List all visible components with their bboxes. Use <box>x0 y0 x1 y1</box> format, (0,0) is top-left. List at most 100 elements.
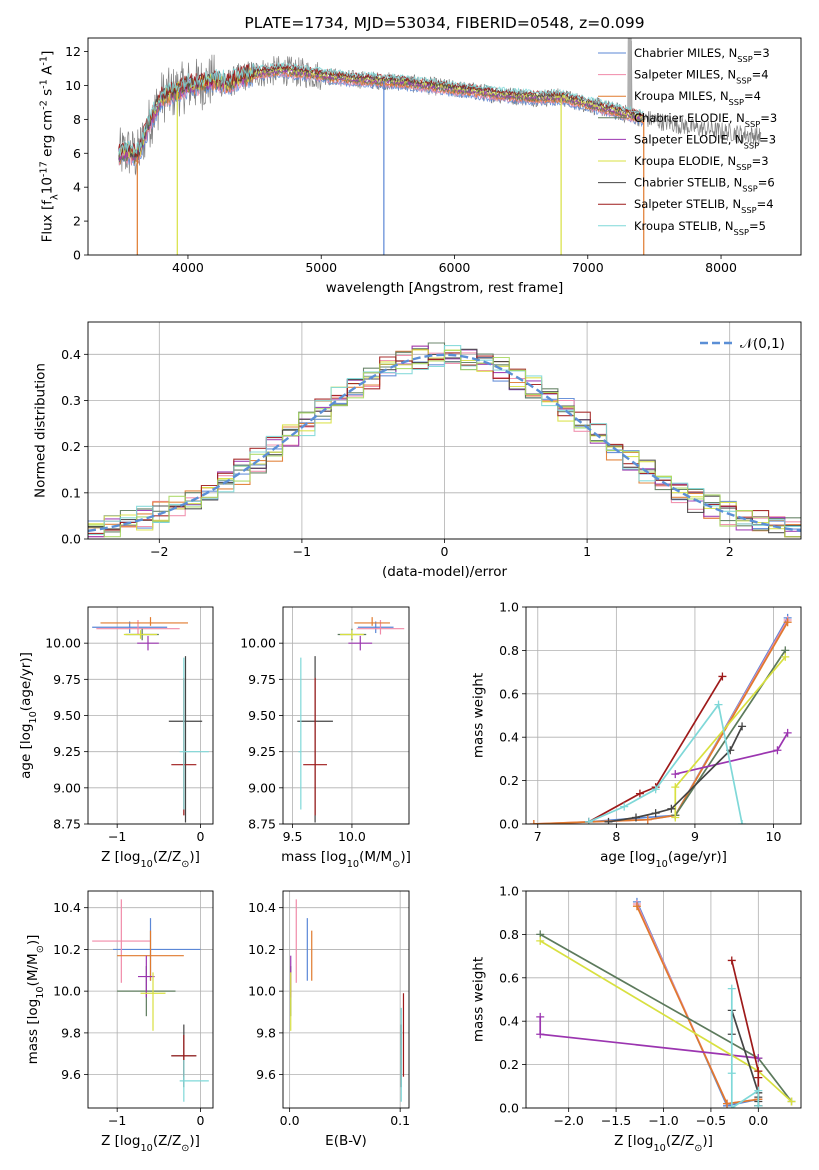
y-tick-label: 1.0 <box>499 600 519 615</box>
y-tick-label: 9.6 <box>256 1067 276 1082</box>
weight-marker <box>620 802 629 811</box>
age_vs_mass-x-axis-label: mass [log10(M/M⊙)] <box>281 849 411 870</box>
mass_vs_Z-plot-area <box>92 899 209 1102</box>
y-tick-label: 9.75 <box>53 672 81 687</box>
spectrum-x-axis-label: wavelength [Angstrom, rest frame] <box>326 280 564 296</box>
weight-marker <box>754 1073 763 1082</box>
legend-label: Kroupa ELODIE, NSSP=3 <box>634 154 769 172</box>
errorbar-point <box>117 930 184 981</box>
axes-frame <box>87 890 214 1109</box>
weight-marker <box>738 820 747 824</box>
x-tick-label: 6000 <box>439 260 471 275</box>
y-tick-label: 10.2 <box>248 942 276 957</box>
residuals-y-axis-label: Normed distribution <box>32 363 48 498</box>
x-tick-label: 2 <box>726 544 734 559</box>
weight-marker <box>671 770 680 779</box>
x-tick-label: 10.0 <box>338 829 366 844</box>
x-tick-label: 0 <box>197 1113 205 1128</box>
y-tick-label: 4 <box>73 180 81 195</box>
x-tick-label: 0 <box>441 544 449 559</box>
y-tick-label: 0.2 <box>499 1057 519 1072</box>
model-spectrum-line <box>118 61 644 157</box>
y-tick-label: 10.0 <box>248 984 276 999</box>
errorbar-point <box>354 617 390 626</box>
weight-marker <box>529 820 538 824</box>
y-tick-label: 10.00 <box>240 636 276 651</box>
errorbar-point <box>179 657 209 810</box>
y-tick-label: 10.4 <box>53 900 81 915</box>
legend-label: Chabrier STELIB, NSSP=6 <box>634 176 775 194</box>
weight-series-line <box>730 988 760 1108</box>
axes-frame <box>87 321 802 540</box>
errorbar-point <box>298 657 302 810</box>
errorbar-point <box>303 677 327 816</box>
age_vs_Z-axes: −1 0 8.75 9.00 9.25 9.50 9.75 10.00 Z [log10(Z/Z… <box>18 606 214 870</box>
weight-marker <box>723 1099 732 1108</box>
legend-label: Chabrier ELODIE, NSSP=3 <box>634 111 777 129</box>
y-tick-label: 10.2 <box>53 942 81 957</box>
mass_vs_ebv-plot-area <box>290 899 405 1102</box>
y-tick-label: 10.0 <box>53 984 81 999</box>
x-tick-label: 10 <box>766 829 782 844</box>
residuals-x-axis-label: (data-model)/error <box>382 564 508 580</box>
spectrum-axes: 4000 5000 6000 7000 8000 0 2 4 6 8 10 12 wavelength … <box>38 37 802 296</box>
weight_vs_Z-x-axis-label: Z [log10(Z/Z⊙)] <box>614 1133 713 1154</box>
weight-marker <box>783 618 792 627</box>
y-tick-label: 0.8 <box>499 643 519 658</box>
y-tick-label: 9.00 <box>248 780 276 795</box>
y-tick-label: 9.75 <box>248 672 276 687</box>
x-tick-label: 7 <box>534 829 542 844</box>
y-tick-label: 0.4 <box>499 1014 519 1029</box>
x-tick-label: 9.5 <box>283 829 303 844</box>
residuals-axes: −2 −1 0 1 2 0.0 0.1 0.2 0.3 0.4 (data-model)/error… <box>32 321 802 580</box>
y-tick-label: 8.75 <box>248 817 276 832</box>
weight-series-line <box>636 905 759 1105</box>
y-tick-label: 9.50 <box>53 708 81 723</box>
y-tick-label: 12 <box>65 44 81 59</box>
y-tick-label: 0.4 <box>499 730 519 745</box>
errorbar-point <box>137 635 159 651</box>
legend-label: 𝒩(0,1) <box>740 336 785 352</box>
legend-label: Salpeter ELODIE, NSSP=3 <box>634 132 776 150</box>
mass_vs_Z-y-axis-label: mass [log10(M/M⊙)] <box>25 935 46 1065</box>
y-tick-label: 9.8 <box>256 1025 276 1040</box>
weight-marker <box>584 817 593 824</box>
y-tick-label: 0.0 <box>499 817 519 832</box>
weight_vs_age-y-axis-label: mass weight <box>470 673 486 758</box>
weight-series-line <box>636 903 759 1105</box>
mass_vs_Z-axes: −1 0 9.6 9.8 10.0 10.2 10.4 Z [log10(Z/Z⊙)] mass… <box>25 890 214 1154</box>
y-tick-label: 6 <box>73 146 81 161</box>
axes-frame <box>525 890 802 1109</box>
x-tick-label: −1 <box>108 1113 126 1128</box>
weight-marker <box>787 1097 796 1106</box>
x-tick-label: −1.0 <box>648 1113 678 1128</box>
errorbar-point <box>179 1060 209 1102</box>
y-tick-label: 0.8 <box>499 927 519 942</box>
spectrum-title: PLATE=1734, MJD=53034, FIBERID=0548, z=0… <box>244 14 644 32</box>
y-tick-label: 1.0 <box>499 884 519 899</box>
weight-marker <box>536 936 545 945</box>
y-tick-label: 8.75 <box>53 817 81 832</box>
axes-frame <box>87 37 802 256</box>
y-tick-label: 9.6 <box>61 1067 81 1082</box>
y-tick-label: 0.3 <box>61 393 81 408</box>
age_vs_Z-y-axis-label: age [log10(age/yr)] <box>18 652 39 779</box>
weight-marker <box>643 815 652 824</box>
weight-marker <box>651 785 660 794</box>
age_vs_Z-plot-area <box>92 617 209 823</box>
weight-marker <box>671 813 680 822</box>
weight-marker <box>604 817 613 824</box>
weight_vs_Z-plot-area <box>536 897 796 1108</box>
axes-frame <box>87 606 214 825</box>
y-tick-label: 2 <box>73 214 81 229</box>
errorbar-point <box>123 630 158 639</box>
errorbar-point <box>138 955 155 998</box>
mass_vs_ebv-x-axis-label: E(B-V) <box>325 1133 367 1149</box>
y-tick-label: 0.0 <box>499 1101 519 1116</box>
x-tick-label: 1 <box>583 544 591 559</box>
y-tick-label: 9.25 <box>53 744 81 759</box>
x-tick-label: 0.1 <box>390 1113 410 1128</box>
weight-series-line <box>533 621 789 824</box>
histogram-series <box>88 349 801 538</box>
